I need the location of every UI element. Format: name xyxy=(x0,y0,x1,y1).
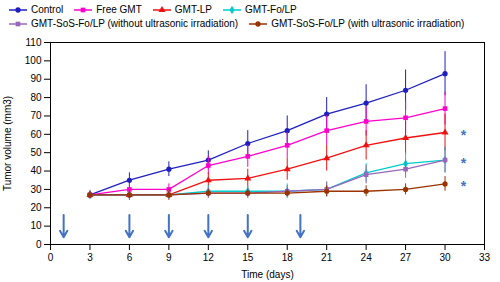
svg-text:*: * xyxy=(461,178,467,194)
svg-text:6: 6 xyxy=(127,252,133,263)
html-text:Control: Control xyxy=(31,4,64,15)
html-text:GMT-SoS-Fo/LP (with ultrasonic: GMT-SoS-Fo/LP (with ultrasonic irradiati… xyxy=(271,18,465,29)
svg-text:60: 60 xyxy=(30,129,42,140)
html-text:GMT-SoS-Fo/LP (without ultraso: GMT-SoS-Fo/LP (without ultrasonic irradi… xyxy=(31,18,239,29)
svg-text:30: 30 xyxy=(439,252,451,263)
svg-text:100: 100 xyxy=(25,55,42,66)
svg-text:27: 27 xyxy=(400,252,412,263)
svg-text:10: 10 xyxy=(30,220,42,231)
svg-text:*: * xyxy=(461,127,467,143)
html-text:GMT-LP: GMT-LP xyxy=(174,4,212,15)
html-text:GMT-Fo/LP: GMT-Fo/LP xyxy=(245,4,297,15)
svg-text:18: 18 xyxy=(282,252,294,263)
svg-text:80: 80 xyxy=(30,92,42,103)
svg-text:20: 20 xyxy=(30,202,42,213)
svg-text:0: 0 xyxy=(48,252,54,263)
svg-text:Time (days): Time (days) xyxy=(241,269,293,280)
svg-text:*: * xyxy=(461,155,467,171)
svg-text:12: 12 xyxy=(203,252,215,263)
svg-text:0: 0 xyxy=(36,239,42,250)
svg-text:40: 40 xyxy=(30,165,42,176)
svg-text:15: 15 xyxy=(242,252,254,263)
svg-text:Tumor volume (mm3): Tumor volume (mm3) xyxy=(2,96,13,191)
svg-text:110: 110 xyxy=(26,37,42,48)
svg-text:21: 21 xyxy=(321,252,333,263)
svg-text:33: 33 xyxy=(479,252,491,263)
html-text:Free GMT: Free GMT xyxy=(96,4,142,15)
svg-text:3: 3 xyxy=(87,252,93,263)
svg-text:24: 24 xyxy=(361,252,373,263)
svg-text:50: 50 xyxy=(30,147,42,158)
svg-text:30: 30 xyxy=(30,184,42,195)
svg-text:90: 90 xyxy=(30,73,42,84)
svg-text:9: 9 xyxy=(166,252,172,263)
svg-text:70: 70 xyxy=(30,110,42,121)
